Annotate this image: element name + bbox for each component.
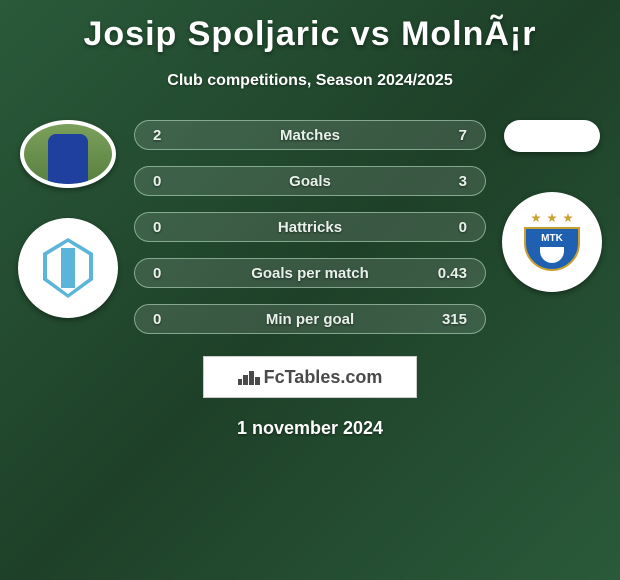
chart-icon bbox=[238, 369, 260, 385]
star-icon bbox=[531, 213, 541, 223]
stat-row-min-per-goal: 0 Min per goal 315 bbox=[134, 304, 486, 334]
stat-right-value: 315 bbox=[427, 311, 467, 328]
stat-right-value: 0 bbox=[427, 219, 467, 236]
comparison-card: Josip Spoljaric vs MolnÃ¡r Club competit… bbox=[0, 0, 620, 449]
stat-left-value: 0 bbox=[153, 311, 193, 328]
content-area: 2 Matches 7 0 Goals 3 0 Hattricks 0 0 Go… bbox=[0, 120, 620, 334]
stat-label: Hattricks bbox=[193, 219, 427, 236]
stats-column: 2 Matches 7 0 Goals 3 0 Hattricks 0 0 Go… bbox=[128, 120, 492, 334]
club-1-logo bbox=[18, 218, 118, 318]
stat-left-value: 0 bbox=[153, 173, 193, 190]
club-2-logo bbox=[502, 192, 602, 292]
stat-label: Goals per match bbox=[193, 265, 427, 282]
date-label: 1 november 2024 bbox=[0, 418, 620, 439]
stat-row-matches: 2 Matches 7 bbox=[134, 120, 486, 150]
stat-left-value: 0 bbox=[153, 219, 193, 236]
subtitle: Club competitions, Season 2024/2025 bbox=[0, 72, 620, 90]
player-2-photo bbox=[504, 120, 600, 152]
stat-right-value: 3 bbox=[427, 173, 467, 190]
stat-label: Min per goal bbox=[193, 311, 427, 328]
stat-right-value: 0.43 bbox=[427, 265, 467, 282]
mtk-stars-icon bbox=[531, 213, 573, 223]
star-icon bbox=[547, 213, 557, 223]
stat-left-value: 0 bbox=[153, 265, 193, 282]
star-icon bbox=[563, 213, 573, 223]
page-title: Josip Spoljaric vs MolnÃ¡r bbox=[0, 15, 620, 54]
stat-label: Matches bbox=[193, 127, 427, 144]
player-1-photo bbox=[20, 120, 116, 188]
left-column bbox=[8, 120, 128, 318]
stat-left-value: 2 bbox=[153, 127, 193, 144]
zte-shield-icon bbox=[43, 238, 93, 298]
right-column bbox=[492, 120, 612, 292]
watermark-badge: FcTables.com bbox=[203, 356, 417, 398]
player-silhouette bbox=[48, 134, 88, 184]
stat-label: Goals bbox=[193, 173, 427, 190]
stat-row-hattricks: 0 Hattricks 0 bbox=[134, 212, 486, 242]
stat-row-goals: 0 Goals 3 bbox=[134, 166, 486, 196]
stat-right-value: 7 bbox=[427, 127, 467, 144]
watermark-text: FcTables.com bbox=[264, 367, 383, 388]
stat-row-goals-per-match: 0 Goals per match 0.43 bbox=[134, 258, 486, 288]
mtk-shield-icon bbox=[524, 227, 580, 271]
